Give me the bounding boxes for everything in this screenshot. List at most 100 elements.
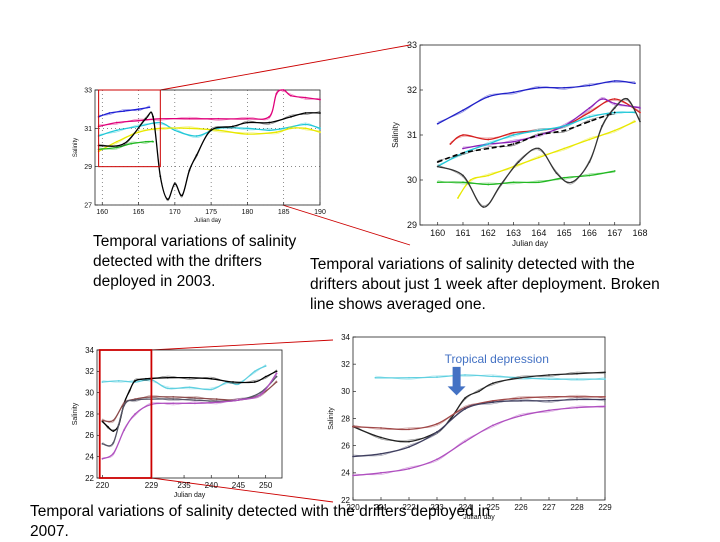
- series-point: [166, 387, 169, 390]
- series-point: [512, 134, 515, 136]
- zoom-connector-line: [160, 44, 411, 91]
- x-tick-label: 250: [259, 481, 273, 490]
- series-raw-line: [437, 81, 635, 123]
- series-point: [259, 391, 262, 394]
- series-point: [115, 129, 118, 132]
- x-tick-label: 226: [514, 503, 528, 512]
- series-raw-line: [462, 97, 641, 148]
- x-tick-label: 164: [531, 228, 546, 238]
- x-tick-label: 185: [278, 209, 290, 216]
- x-tick-label: 163: [506, 228, 521, 238]
- x-tick-label: 170: [169, 209, 181, 216]
- series-point: [537, 134, 540, 136]
- series-point: [576, 395, 578, 398]
- series-point: [123, 110, 125, 112]
- series-point: [457, 197, 459, 199]
- series-point: [604, 378, 606, 381]
- x-tick-label: 222: [402, 503, 416, 512]
- series-point: [408, 376, 410, 379]
- y-tick-label: 31: [84, 126, 92, 133]
- series-point: [613, 170, 616, 172]
- series-point: [588, 120, 591, 123]
- y-tick-label: 22: [341, 496, 350, 505]
- series-point: [144, 140, 147, 143]
- series-point: [548, 399, 550, 402]
- series-point: [253, 381, 256, 383]
- series-point: [188, 127, 191, 130]
- series-point: [436, 161, 439, 163]
- series-point: [173, 183, 176, 185]
- series-point: [290, 127, 292, 130]
- x-tick-label: 220: [96, 481, 110, 490]
- series-point: [123, 404, 126, 407]
- plot-frame: [352, 336, 606, 501]
- series-point: [576, 372, 578, 375]
- series-point: [512, 91, 515, 94]
- x-tick-label: 190: [314, 209, 326, 216]
- series-point: [487, 95, 490, 98]
- series-point: [613, 129, 616, 132]
- series-point: [232, 125, 234, 128]
- y-tick-label: 30: [85, 388, 94, 397]
- series-point: [408, 467, 410, 470]
- series-raw-line: [98, 139, 154, 150]
- series-point: [487, 174, 490, 177]
- series-point: [604, 398, 606, 401]
- series-point: [319, 112, 321, 114]
- series-point: [613, 102, 616, 105]
- x-tick-label: 225: [486, 503, 500, 512]
- series-1: [101, 369, 278, 432]
- series-point: [462, 181, 464, 184]
- series-point: [626, 98, 629, 100]
- series-point: [512, 181, 515, 184]
- series-point: [352, 474, 354, 477]
- series-0: [374, 374, 606, 382]
- series-point: [563, 129, 566, 132]
- series-point: [462, 134, 464, 136]
- series-point: [290, 115, 292, 118]
- series-point: [492, 399, 494, 402]
- series-point: [588, 111, 591, 114]
- series-raw-line: [437, 99, 641, 206]
- series-point: [588, 107, 591, 109]
- series-point: [639, 111, 641, 114]
- series-line: [437, 111, 615, 163]
- series-point: [194, 399, 196, 402]
- series-point: [166, 198, 169, 201]
- y-tick-label: 28: [341, 414, 350, 423]
- series-point: [449, 143, 452, 145]
- series-point: [304, 112, 307, 114]
- series-point: [588, 161, 591, 163]
- series-point: [253, 370, 256, 373]
- y-tick-label: 24: [341, 469, 350, 478]
- series-point: [570, 181, 573, 184]
- annotation-text: Tropical depression: [445, 352, 549, 366]
- series-point: [462, 152, 464, 154]
- series-point: [374, 376, 377, 379]
- series-point: [482, 206, 485, 208]
- x-tick-label: 162: [481, 228, 496, 238]
- series-point: [112, 430, 115, 432]
- series-point: [166, 376, 169, 379]
- series-point: [492, 382, 494, 385]
- series-point: [117, 380, 120, 382]
- series-0: [436, 80, 636, 125]
- series-point: [464, 440, 466, 443]
- y-tick-label: 32: [341, 360, 350, 369]
- series-point: [268, 129, 271, 132]
- series-point: [148, 106, 151, 109]
- series-point: [408, 428, 410, 431]
- series-point: [588, 174, 591, 177]
- x-tick-label: 220: [346, 503, 360, 512]
- series-point: [232, 381, 234, 383]
- series-point: [112, 419, 115, 422]
- series-point: [464, 397, 466, 400]
- series-point: [112, 452, 115, 455]
- y-tick-label: 29: [407, 220, 417, 230]
- series-point: [588, 138, 591, 141]
- series-point: [639, 107, 641, 109]
- zoom-box: [98, 89, 161, 168]
- series-point: [137, 119, 140, 122]
- series-point: [115, 121, 118, 124]
- series-point: [380, 471, 382, 474]
